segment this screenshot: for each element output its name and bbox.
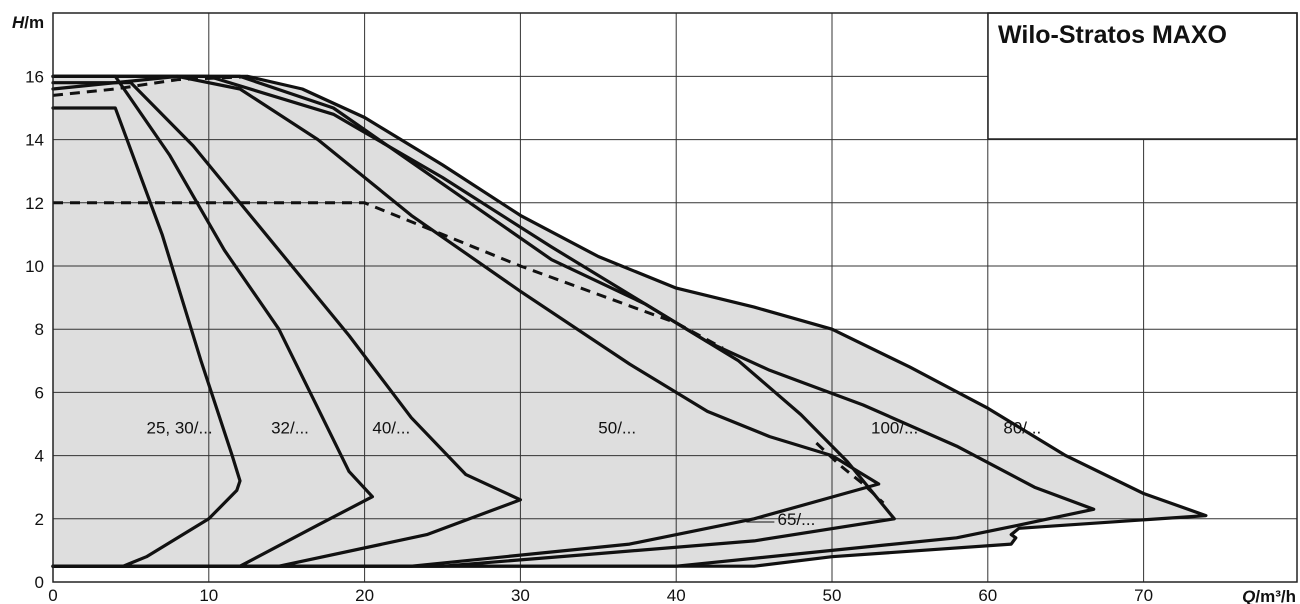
series-labels: 25, 30/... 32/... 40/... 50/... 65/... 100/..… bbox=[147, 419, 1042, 530]
dashed-line-1 bbox=[52, 74, 256, 97]
y-tick-2: 2 bbox=[35, 510, 44, 529]
curve-65 bbox=[51, 74, 896, 568]
y-tick-14: 14 bbox=[25, 131, 44, 150]
y-tick-0: 0 bbox=[35, 573, 44, 592]
y-tick-10: 10 bbox=[25, 257, 44, 276]
chart-title: Wilo-Stratos MAXO bbox=[998, 21, 1227, 49]
series-label-32: 32/... bbox=[271, 419, 309, 438]
y-tick-16: 16 bbox=[25, 67, 44, 86]
y-tick-4: 4 bbox=[35, 447, 44, 466]
envelope-fill bbox=[53, 76, 1206, 567]
x-tick-40: 40 bbox=[667, 586, 686, 604]
series-label-25-30: 25, 30/... bbox=[147, 419, 213, 438]
curve-50 bbox=[51, 74, 881, 568]
series-label-50: 50/... bbox=[598, 419, 636, 438]
y-axis-unit: /m bbox=[24, 13, 44, 32]
x-tick-50: 50 bbox=[823, 586, 842, 604]
y-axis-symbol: H bbox=[12, 13, 25, 32]
title-box-frame bbox=[987, 12, 1298, 140]
x-tick-30: 30 bbox=[511, 586, 530, 604]
curve-32 bbox=[51, 74, 374, 568]
x-axis-title: Q/m³/h bbox=[1242, 587, 1296, 604]
y-tick-8: 8 bbox=[35, 320, 44, 339]
pump-curves bbox=[51, 74, 1208, 568]
curve-80 bbox=[51, 74, 1208, 568]
series-label-40: 40/... bbox=[372, 419, 410, 438]
curve-100 bbox=[51, 74, 1096, 568]
operating-envelope bbox=[53, 76, 1206, 567]
x-tick-0: 0 bbox=[48, 586, 57, 604]
y-axis-title: H/m bbox=[12, 13, 44, 32]
axis-titles: H/m Q/m³/h bbox=[12, 13, 1296, 604]
x-tick-60: 60 bbox=[978, 586, 997, 604]
curve-25-30 bbox=[51, 106, 242, 568]
series-label-65: 65/... bbox=[778, 510, 816, 529]
x-axis-symbol: Q bbox=[1242, 587, 1255, 604]
y-tick-6: 6 bbox=[35, 383, 44, 402]
title-box: Wilo-Stratos MAXO bbox=[987, 12, 1298, 140]
series-label-80: 80/... bbox=[1003, 419, 1041, 438]
y-tick-12: 12 bbox=[25, 194, 44, 213]
x-tick-70: 70 bbox=[1134, 586, 1153, 604]
plot-frame bbox=[52, 12, 1298, 583]
x-axis-unit: /m³/h bbox=[1255, 587, 1296, 604]
x-tick-20: 20 bbox=[355, 586, 374, 604]
tick-labels: 0 10 20 30 40 50 60 70 0 2 4 6 8 10 12 14 16 bbox=[25, 67, 1153, 604]
curve-40 bbox=[51, 81, 522, 568]
series-label-100: 100/... bbox=[871, 419, 918, 438]
x-tick-10: 10 bbox=[199, 586, 218, 604]
